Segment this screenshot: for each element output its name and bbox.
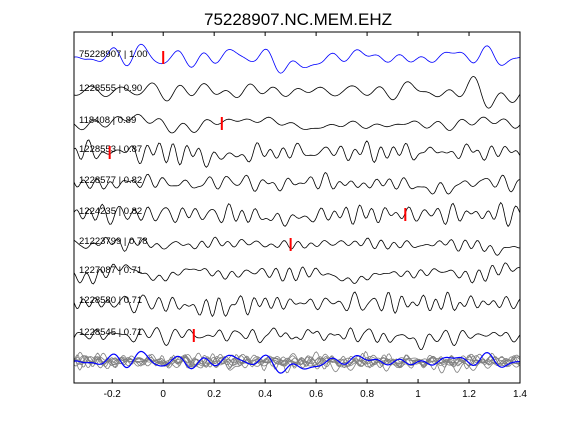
trace-label: 1228545 | 0.71 [79, 327, 142, 338]
trace-line [73, 327, 521, 351]
x-tick-label: 1 [415, 389, 421, 400]
trace-line [73, 43, 521, 74]
trace-label: 1224235 | 0.82 [79, 206, 142, 217]
trace-line [73, 171, 521, 195]
trace-label: 1227087 | 0.71 [79, 265, 142, 276]
x-tick-label: -0.2 [104, 389, 122, 400]
x-tick-label: 0.4 [258, 389, 272, 400]
stack-overlay-line [73, 353, 521, 372]
trace-label: 118408 | 0.89 [79, 115, 136, 126]
trace-line [73, 262, 521, 285]
plot-frame [73, 31, 521, 384]
trace-line [73, 236, 521, 256]
trace-line [73, 291, 521, 318]
x-axis: -0.2 0 0.2 0.4 0.6 0.8 1 1.2 1.4 [104, 32, 527, 400]
trace-line [73, 113, 521, 134]
x-tick-label: 1.4 [513, 389, 527, 400]
trace-line [73, 201, 521, 228]
trace-line [73, 139, 521, 168]
chart-title: 75228907.NC.MEM.EHZ [204, 10, 392, 29]
x-tick-label: 0.6 [309, 389, 323, 400]
x-tick-label: 0 [160, 389, 166, 400]
stack-overlay-line [73, 353, 521, 373]
stack-overlay-line [73, 351, 521, 374]
plot-area: 75228907 | 1.00 1228555 | 0.90 118408 | 0.… [73, 43, 521, 374]
x-tick-label: 1.2 [462, 389, 476, 400]
stack-reference-line [73, 350, 521, 374]
trace-label: 1228580 | 0.71 [79, 295, 142, 306]
x-tick-label: 0.8 [360, 389, 374, 400]
trace-label: 1228555 | 0.90 [79, 83, 142, 94]
x-tick-label: 0.2 [207, 389, 221, 400]
trace-label: 75228907 | 1.00 [79, 49, 148, 60]
trace-label: 21223799 | 0.78 [79, 236, 148, 247]
trace-line [73, 76, 521, 109]
trace-label: 1228577 | 0.82 [79, 175, 142, 186]
